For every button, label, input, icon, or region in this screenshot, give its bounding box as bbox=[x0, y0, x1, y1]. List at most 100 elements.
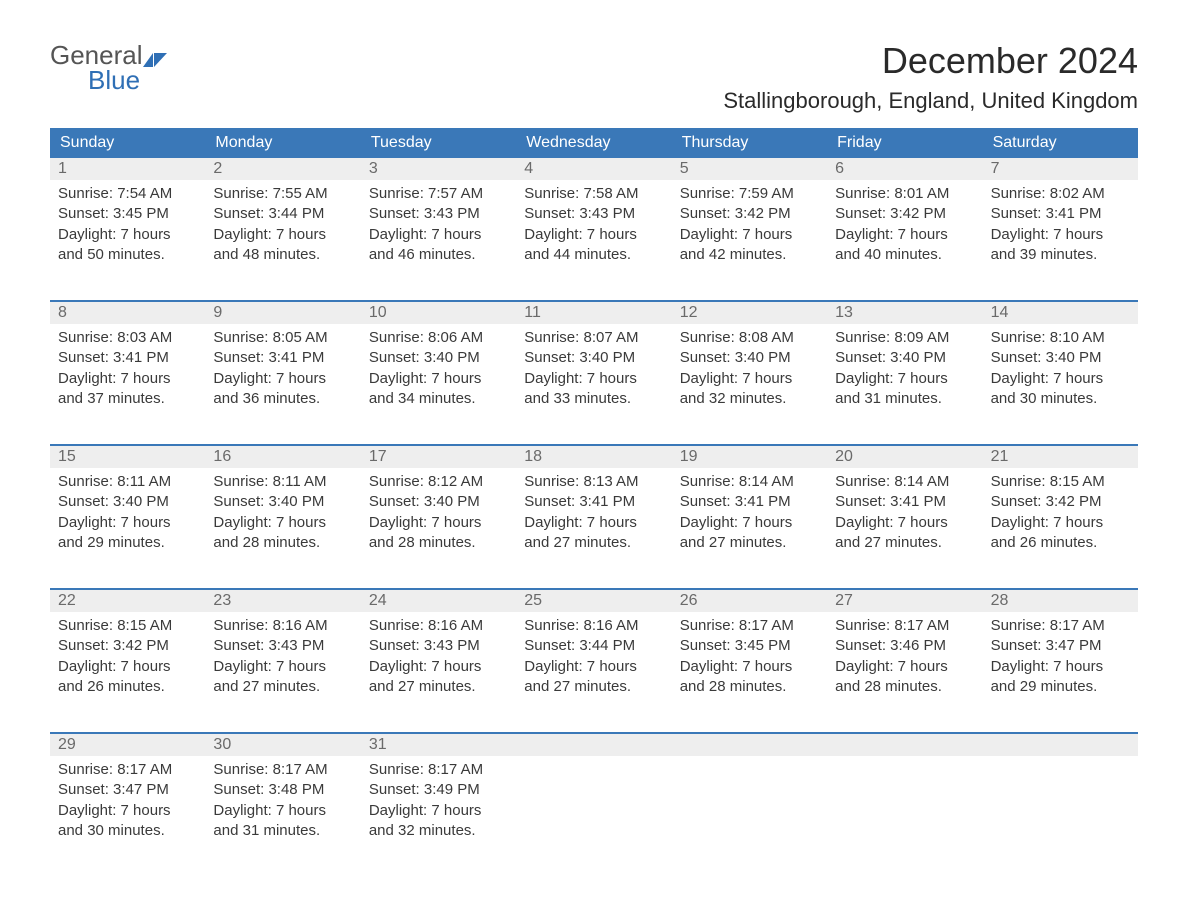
day-cell: Sunrise: 8:16 AMSunset: 3:43 PMDaylight:… bbox=[361, 612, 516, 712]
day-number: 27 bbox=[827, 590, 982, 612]
day-number-row: 891011121314 bbox=[50, 302, 1138, 324]
daylight-line: Daylight: 7 hours and 50 minutes. bbox=[58, 225, 197, 266]
day-cell: Sunrise: 8:16 AMSunset: 3:43 PMDaylight:… bbox=[205, 612, 360, 712]
day-cell: Sunrise: 8:12 AMSunset: 3:40 PMDaylight:… bbox=[361, 468, 516, 568]
sunset-line: Sunset: 3:40 PM bbox=[369, 492, 508, 512]
sunrise-line: Sunrise: 8:17 AM bbox=[369, 760, 508, 780]
sunset-line: Sunset: 3:41 PM bbox=[58, 348, 197, 368]
day-cell: Sunrise: 8:17 AMSunset: 3:46 PMDaylight:… bbox=[827, 612, 982, 712]
daylight-line: Daylight: 7 hours and 30 minutes. bbox=[58, 801, 197, 842]
sunrise-line: Sunrise: 8:06 AM bbox=[369, 328, 508, 348]
sunset-line: Sunset: 3:40 PM bbox=[369, 348, 508, 368]
sunset-line: Sunset: 3:42 PM bbox=[835, 204, 974, 224]
sunrise-line: Sunrise: 8:05 AM bbox=[213, 328, 352, 348]
day-number: 20 bbox=[827, 446, 982, 468]
day-cell: Sunrise: 7:58 AMSunset: 3:43 PMDaylight:… bbox=[516, 180, 671, 280]
sunrise-line: Sunrise: 8:12 AM bbox=[369, 472, 508, 492]
day-number: 6 bbox=[827, 158, 982, 180]
sunrise-line: Sunrise: 8:16 AM bbox=[524, 616, 663, 636]
sunset-line: Sunset: 3:45 PM bbox=[58, 204, 197, 224]
day-number-row: 22232425262728 bbox=[50, 590, 1138, 612]
day-cell bbox=[672, 756, 827, 856]
day-number: 22 bbox=[50, 590, 205, 612]
sunrise-line: Sunrise: 8:11 AM bbox=[213, 472, 352, 492]
day-number: 29 bbox=[50, 734, 205, 756]
daylight-line: Daylight: 7 hours and 48 minutes. bbox=[213, 225, 352, 266]
sunrise-line: Sunrise: 8:16 AM bbox=[369, 616, 508, 636]
daylight-line: Daylight: 7 hours and 44 minutes. bbox=[524, 225, 663, 266]
day-cell: Sunrise: 8:09 AMSunset: 3:40 PMDaylight:… bbox=[827, 324, 982, 424]
sunrise-line: Sunrise: 8:16 AM bbox=[213, 616, 352, 636]
day-number bbox=[516, 734, 671, 756]
sunset-line: Sunset: 3:41 PM bbox=[524, 492, 663, 512]
day-cell: Sunrise: 8:11 AMSunset: 3:40 PMDaylight:… bbox=[205, 468, 360, 568]
day-cell: Sunrise: 8:05 AMSunset: 3:41 PMDaylight:… bbox=[205, 324, 360, 424]
daylight-line: Daylight: 7 hours and 46 minutes. bbox=[369, 225, 508, 266]
daylight-line: Daylight: 7 hours and 26 minutes. bbox=[58, 657, 197, 698]
sunset-line: Sunset: 3:41 PM bbox=[835, 492, 974, 512]
calendar-body: 1234567Sunrise: 7:54 AMSunset: 3:45 PMDa… bbox=[50, 158, 1138, 856]
day-number: 17 bbox=[361, 446, 516, 468]
day-number: 13 bbox=[827, 302, 982, 324]
sunrise-line: Sunrise: 8:15 AM bbox=[991, 472, 1130, 492]
day-cell bbox=[983, 756, 1138, 856]
day-header: Tuesday bbox=[361, 128, 516, 158]
daylight-line: Daylight: 7 hours and 28 minutes. bbox=[680, 657, 819, 698]
day-number: 4 bbox=[516, 158, 671, 180]
day-number: 12 bbox=[672, 302, 827, 324]
daylight-line: Daylight: 7 hours and 27 minutes. bbox=[213, 657, 352, 698]
logo-word-2: Blue bbox=[88, 65, 167, 96]
sunset-line: Sunset: 3:41 PM bbox=[680, 492, 819, 512]
sunset-line: Sunset: 3:42 PM bbox=[991, 492, 1130, 512]
day-number: 16 bbox=[205, 446, 360, 468]
day-number: 23 bbox=[205, 590, 360, 612]
daylight-line: Daylight: 7 hours and 42 minutes. bbox=[680, 225, 819, 266]
sunrise-line: Sunrise: 8:02 AM bbox=[991, 184, 1130, 204]
day-cell: Sunrise: 8:07 AMSunset: 3:40 PMDaylight:… bbox=[516, 324, 671, 424]
sunrise-line: Sunrise: 7:57 AM bbox=[369, 184, 508, 204]
daylight-line: Daylight: 7 hours and 27 minutes. bbox=[524, 513, 663, 554]
sunset-line: Sunset: 3:40 PM bbox=[680, 348, 819, 368]
sunrise-line: Sunrise: 7:59 AM bbox=[680, 184, 819, 204]
daylight-line: Daylight: 7 hours and 30 minutes. bbox=[991, 369, 1130, 410]
day-cell: Sunrise: 8:14 AMSunset: 3:41 PMDaylight:… bbox=[827, 468, 982, 568]
calendar-header-row: Sunday Monday Tuesday Wednesday Thursday… bbox=[50, 128, 1138, 158]
day-number: 8 bbox=[50, 302, 205, 324]
sunrise-line: Sunrise: 8:10 AM bbox=[991, 328, 1130, 348]
daylight-line: Daylight: 7 hours and 32 minutes. bbox=[680, 369, 819, 410]
day-number: 14 bbox=[983, 302, 1138, 324]
sunrise-line: Sunrise: 8:09 AM bbox=[835, 328, 974, 348]
day-number bbox=[827, 734, 982, 756]
daylight-line: Daylight: 7 hours and 28 minutes. bbox=[835, 657, 974, 698]
sunrise-line: Sunrise: 7:58 AM bbox=[524, 184, 663, 204]
sunset-line: Sunset: 3:40 PM bbox=[213, 492, 352, 512]
week-row: 22232425262728Sunrise: 8:15 AMSunset: 3:… bbox=[50, 588, 1138, 712]
sunset-line: Sunset: 3:41 PM bbox=[991, 204, 1130, 224]
sunrise-line: Sunrise: 8:17 AM bbox=[835, 616, 974, 636]
header: General Blue December 2024 Stallingborou… bbox=[50, 40, 1138, 128]
daylight-line: Daylight: 7 hours and 36 minutes. bbox=[213, 369, 352, 410]
daylight-line: Daylight: 7 hours and 29 minutes. bbox=[991, 657, 1130, 698]
sunrise-line: Sunrise: 8:17 AM bbox=[680, 616, 819, 636]
sunset-line: Sunset: 3:46 PM bbox=[835, 636, 974, 656]
sunset-line: Sunset: 3:44 PM bbox=[213, 204, 352, 224]
sunset-line: Sunset: 3:47 PM bbox=[991, 636, 1130, 656]
day-number-row: 1234567 bbox=[50, 158, 1138, 180]
sunset-line: Sunset: 3:42 PM bbox=[58, 636, 197, 656]
day-number: 15 bbox=[50, 446, 205, 468]
daylight-line: Daylight: 7 hours and 26 minutes. bbox=[991, 513, 1130, 554]
day-header: Wednesday bbox=[516, 128, 671, 158]
day-cell: Sunrise: 8:13 AMSunset: 3:41 PMDaylight:… bbox=[516, 468, 671, 568]
daylight-line: Daylight: 7 hours and 28 minutes. bbox=[369, 513, 508, 554]
day-number: 10 bbox=[361, 302, 516, 324]
day-cell: Sunrise: 8:17 AMSunset: 3:47 PMDaylight:… bbox=[50, 756, 205, 856]
day-number: 31 bbox=[361, 734, 516, 756]
day-number: 30 bbox=[205, 734, 360, 756]
month-title: December 2024 bbox=[723, 40, 1138, 82]
day-number: 21 bbox=[983, 446, 1138, 468]
sunset-line: Sunset: 3:43 PM bbox=[524, 204, 663, 224]
day-number-row: 293031 bbox=[50, 734, 1138, 756]
day-number bbox=[672, 734, 827, 756]
day-number: 1 bbox=[50, 158, 205, 180]
day-cell: Sunrise: 8:14 AMSunset: 3:41 PMDaylight:… bbox=[672, 468, 827, 568]
